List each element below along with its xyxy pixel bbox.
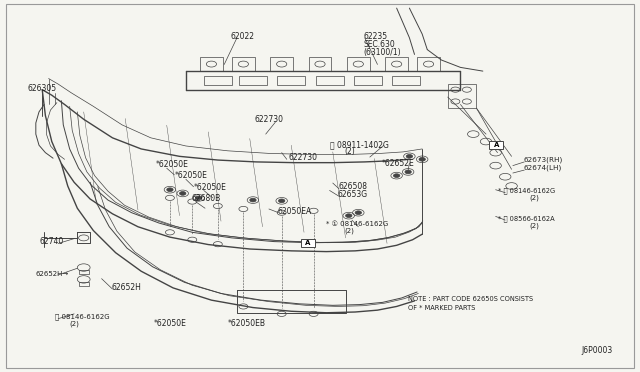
Bar [489,141,503,149]
Text: 62652H: 62652H [111,283,141,292]
Circle shape [355,211,362,215]
Text: NOTE : PART CODE 62650S CONSISTS: NOTE : PART CODE 62650S CONSISTS [408,296,533,302]
Text: A: A [493,142,499,148]
Text: OF * MARKED PARTS: OF * MARKED PARTS [408,305,476,311]
Bar [392,76,420,85]
Text: 622730: 622730 [288,153,317,161]
Circle shape [394,174,400,177]
Text: (2): (2) [344,228,354,234]
Text: *62050EB: *62050EB [227,319,266,328]
Bar [354,76,382,85]
Text: *62050E: *62050E [194,183,227,192]
Text: ⓓ 08911-1402G: ⓓ 08911-1402G [330,140,388,149]
Circle shape [419,157,426,161]
Circle shape [179,192,186,195]
Bar [347,57,370,71]
Circle shape [278,199,285,203]
Bar [277,76,305,85]
Text: 62022: 62022 [230,32,255,41]
Text: 626305: 626305 [28,84,57,93]
Text: *62050E: *62050E [156,160,189,169]
Text: *62050E: *62050E [154,319,187,328]
Text: * Ⓓ 08566-6162A: * Ⓓ 08566-6162A [497,215,554,222]
Bar [448,84,476,108]
Text: *62050E: *62050E [175,171,208,180]
Text: SEC.630: SEC.630 [364,40,395,49]
Bar [301,239,315,247]
Text: 62680B: 62680B [191,194,221,203]
Text: 62740: 62740 [39,237,63,246]
Bar [417,57,440,71]
Circle shape [406,154,413,158]
Bar [239,76,267,85]
Circle shape [195,196,202,200]
Text: * Ⓓ 08146-6162G: * Ⓓ 08146-6162G [497,187,555,194]
Bar [79,282,89,286]
Text: J6P0003: J6P0003 [581,346,612,355]
Text: * ① 08146-6162G: * ① 08146-6162G [326,221,388,227]
Text: 62674(LH): 62674(LH) [523,164,561,171]
Bar [232,57,255,71]
Bar [79,270,89,274]
Text: 622730: 622730 [254,115,284,124]
Bar [316,76,344,85]
Circle shape [167,188,173,192]
Bar [308,57,332,71]
Circle shape [346,214,352,218]
Text: 626508: 626508 [339,182,367,191]
Text: 62653G: 62653G [338,190,368,199]
Text: (2): (2) [529,222,540,229]
Text: *62652E: *62652E [382,158,415,167]
Circle shape [250,198,256,202]
Text: 62235: 62235 [364,32,388,41]
Text: 62050EA: 62050EA [277,207,312,216]
Text: A: A [305,240,310,246]
Text: (63100/1): (63100/1) [364,48,401,57]
Bar [204,76,232,85]
Bar [270,57,293,71]
Bar [200,57,223,71]
Text: 62673(RH): 62673(RH) [523,156,563,163]
Text: (2): (2) [70,321,79,327]
Bar [385,57,408,71]
Text: Ⓓ 08146-6162G: Ⓓ 08146-6162G [55,313,109,320]
Circle shape [405,170,412,174]
Text: (2): (2) [344,147,355,156]
Text: 62652H→: 62652H→ [36,271,69,277]
Text: (2): (2) [529,195,540,201]
